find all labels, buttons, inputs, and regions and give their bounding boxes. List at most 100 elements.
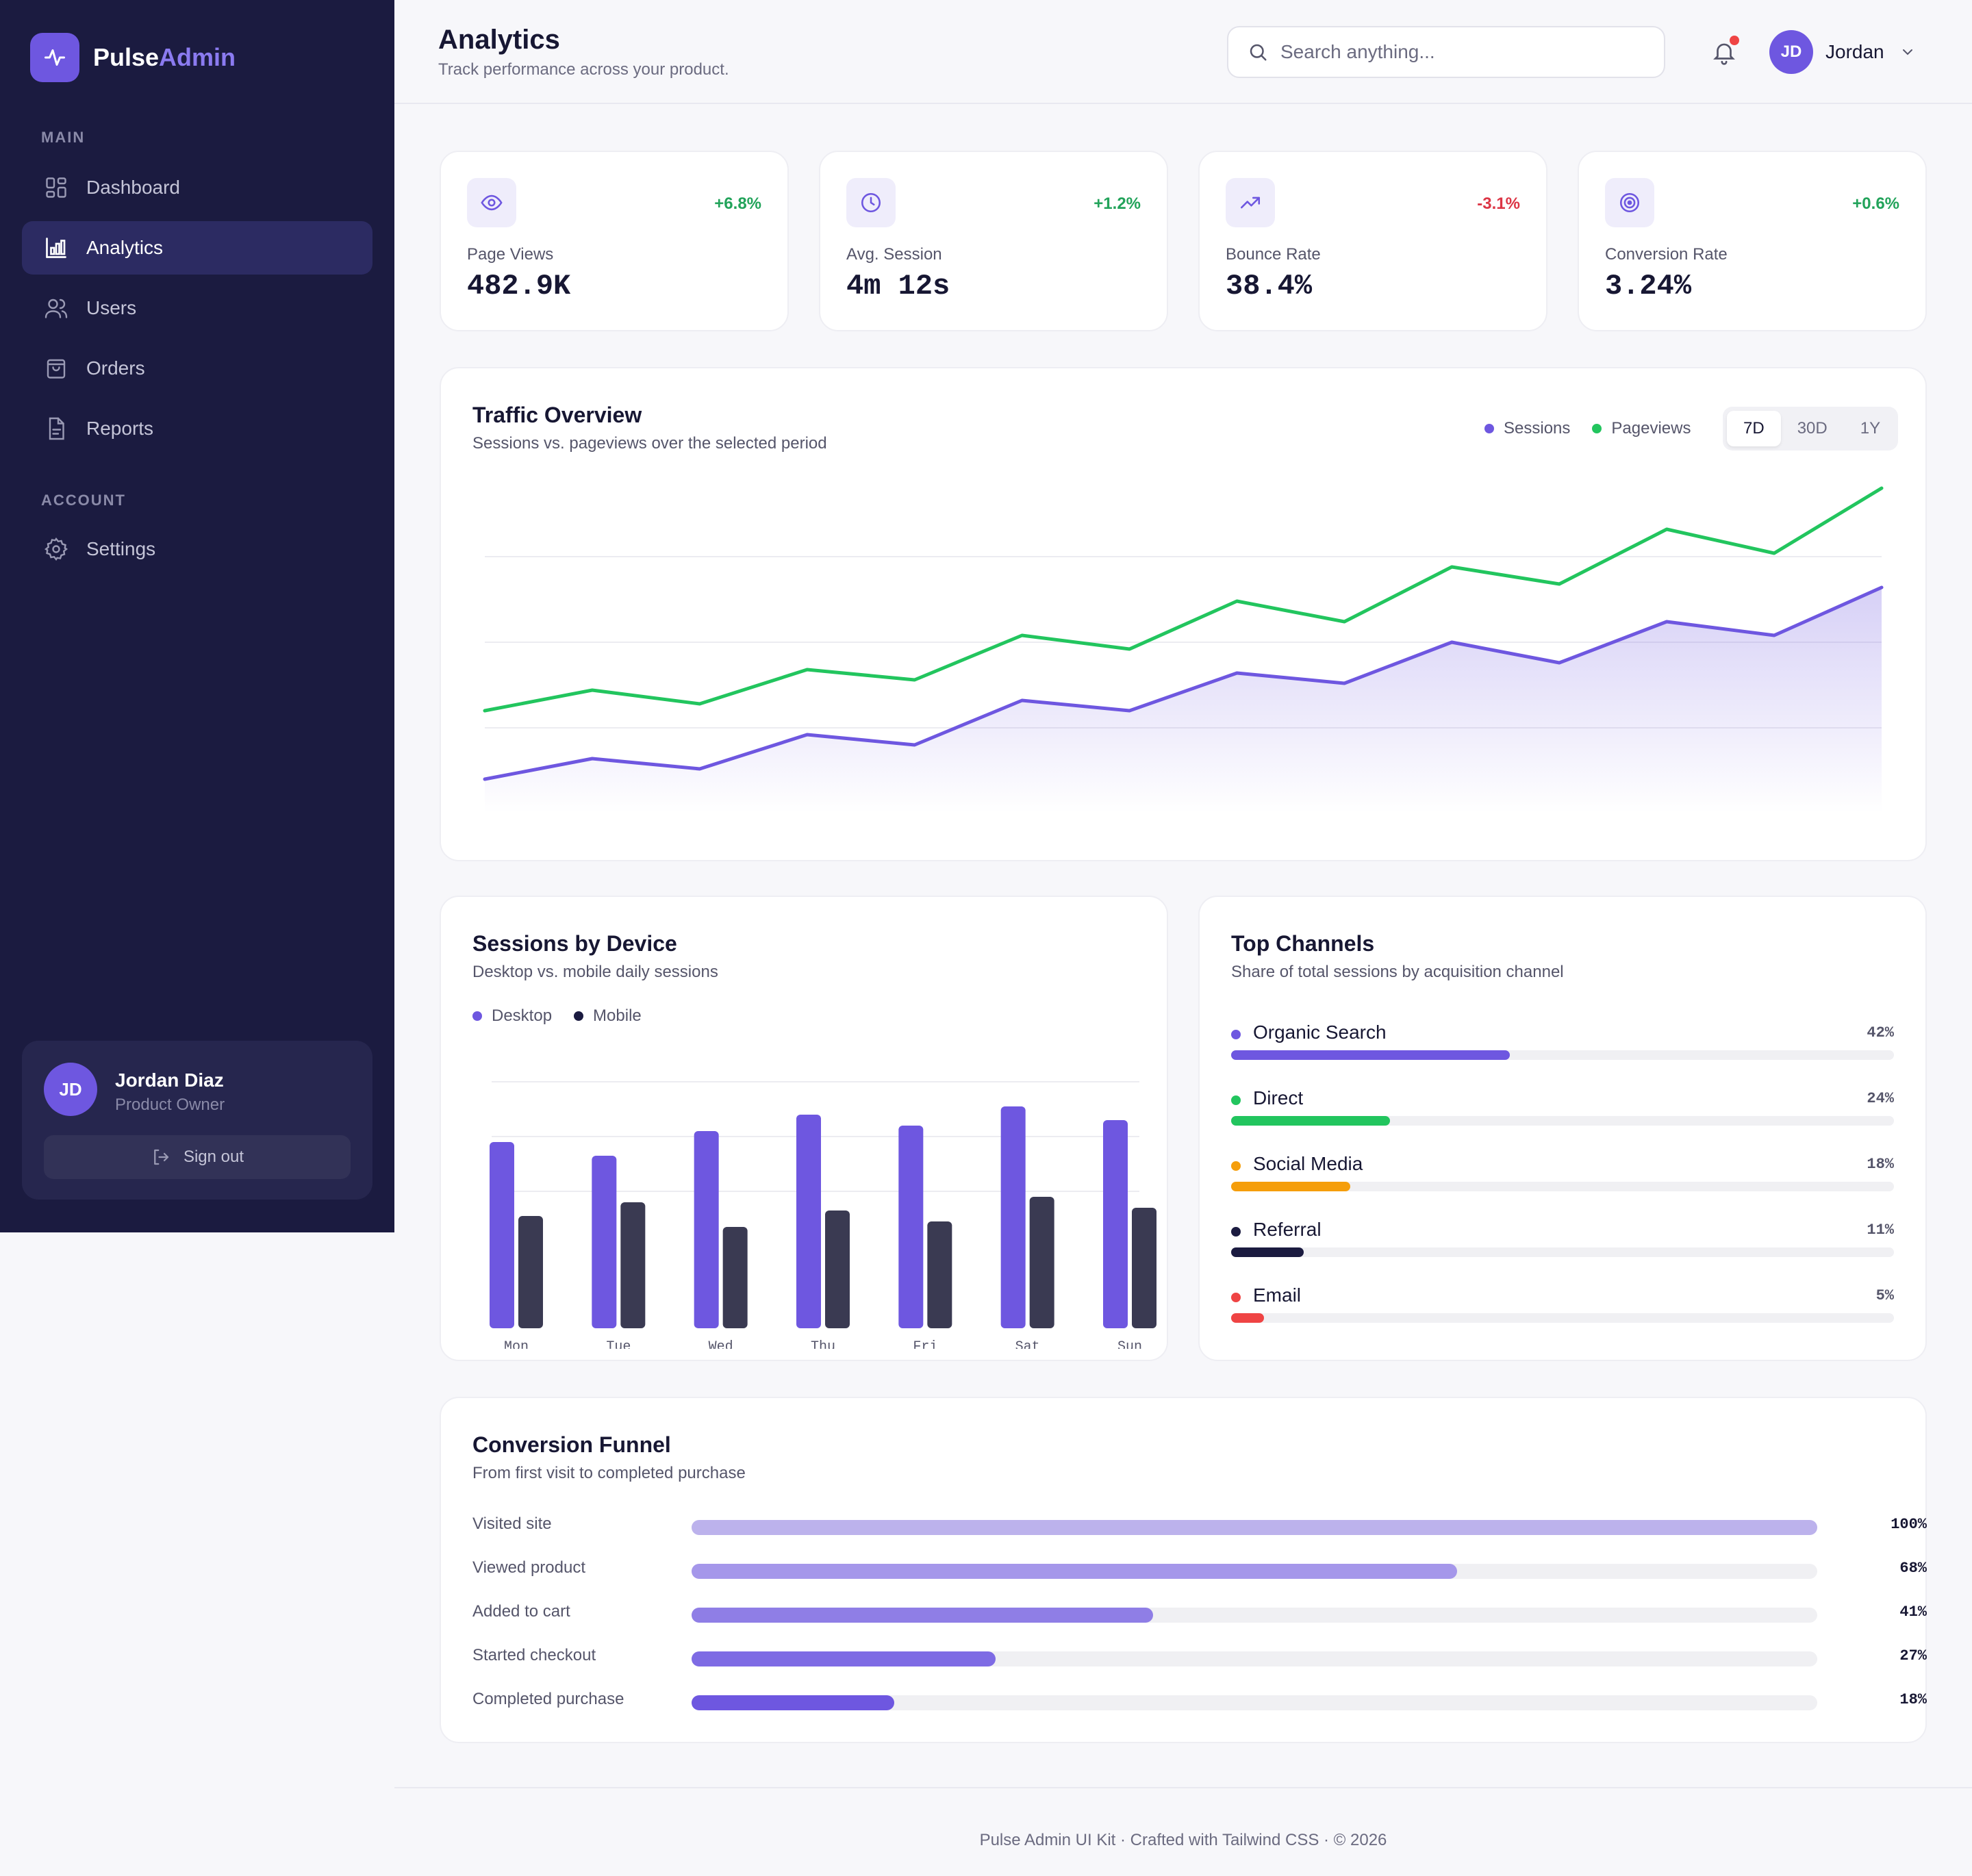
legend-label: Pageviews — [1611, 419, 1691, 438]
footer-text: Pulse Admin UI Kit · Crafted with Tailwi… — [979, 1831, 1387, 1849]
funnel-track — [692, 1695, 1817, 1710]
funnel-fill — [692, 1564, 1457, 1579]
chevron-down-icon — [1902, 49, 1912, 55]
top-channels-card: Top Channels Share of total sessions by … — [1198, 896, 1927, 1361]
bar-mobile — [1132, 1208, 1156, 1328]
user-card: JD Jordan Diaz Product Owner Sign out — [22, 1041, 372, 1200]
funnel-row: Visited site 100% — [472, 1512, 1927, 1539]
range-7d-button[interactable]: 7D — [1727, 411, 1781, 446]
channel-progress-fill — [1231, 1247, 1304, 1257]
card-subtitle: Desktop vs. mobile daily sessions — [472, 963, 718, 981]
funnel-percent: 100% — [1891, 1516, 1927, 1533]
shopping-bag-icon — [42, 355, 70, 382]
series-line-pageviews — [483, 486, 1884, 713]
kpi-card-bounce-rate: -3.1% Bounce Rate 38.4% — [1198, 151, 1547, 331]
user-name: Jordan Diaz — [115, 1069, 224, 1091]
sidebar-item-label: Reports — [86, 418, 154, 439]
trending-up-icon — [1226, 178, 1275, 227]
funnel-track — [692, 1564, 1817, 1579]
sidebar-item-label: Orders — [86, 357, 145, 379]
sidebar-item-reports[interactable]: Reports — [22, 402, 372, 455]
range-1y-button[interactable]: 1Y — [1860, 419, 1881, 438]
sign-out-button[interactable]: Sign out — [44, 1135, 351, 1179]
bar-desktop — [796, 1115, 821, 1328]
notification-dot — [1730, 36, 1739, 45]
card-title: Sessions by Device — [472, 931, 677, 956]
top-header: Analytics Track performance across your … — [394, 0, 1972, 104]
kpi-value: 4m 12s — [846, 270, 950, 303]
kpi-value: 482.9K — [467, 270, 571, 303]
funnel-fill — [692, 1520, 1817, 1535]
funnel-row: Started checkout 27% — [472, 1643, 1927, 1671]
logout-icon — [154, 1149, 169, 1165]
sessions-area — [485, 587, 1882, 813]
sidebar-item-dashboard[interactable]: Dashboard — [22, 161, 372, 214]
kpi-label: Conversion Rate — [1605, 245, 1728, 264]
data-point — [1773, 553, 1775, 554]
sidebar-item-users[interactable]: Users — [22, 281, 372, 335]
channel-percent: 24% — [1867, 1090, 1894, 1107]
gear-icon — [42, 535, 70, 563]
funnel-fill — [692, 1608, 1154, 1623]
funnel-percent: 18% — [1899, 1691, 1927, 1708]
channel-progress-fill — [1231, 1313, 1265, 1323]
card-title: Top Channels — [1231, 931, 1375, 956]
x-tick-label: Mon — [504, 1339, 529, 1349]
device-bar-chart: Mon Tue Wed Thu Fri Sat Sun — [490, 1081, 1156, 1349]
funnel-percent: 68% — [1899, 1560, 1927, 1577]
sidebar-item-label: Analytics — [86, 237, 164, 258]
channel-dot — [1231, 1293, 1241, 1302]
data-point — [914, 744, 915, 746]
profile-menu[interactable]: JD Jordan — [1769, 29, 1916, 75]
bar-desktop — [1000, 1106, 1026, 1328]
bar-mobile — [518, 1216, 543, 1328]
channel-progress-track — [1231, 1050, 1894, 1060]
bar-desktop — [490, 1142, 514, 1328]
data-point — [699, 768, 700, 770]
bell-icon — [1713, 43, 1735, 65]
sidebar-item-settings[interactable]: Settings — [22, 522, 372, 576]
avatar[interactable]: JD — [44, 1063, 97, 1116]
channel-dot — [1231, 1030, 1241, 1039]
kpi-card-page-views: +6.8% Page Views 482.9K — [440, 151, 789, 331]
kpi-label: Bounce Rate — [1226, 245, 1321, 264]
channel-progress-fill — [1231, 1116, 1391, 1126]
kpi-delta: -3.1% — [1477, 194, 1520, 213]
funnel-row: Added to cart 41% — [472, 1599, 1927, 1627]
footer: Pulse Admin UI Kit · Crafted with Tailwi… — [394, 1787, 1972, 1876]
legend-label: Mobile — [593, 1006, 642, 1025]
profile-name: Jordan — [1825, 41, 1884, 62]
range-30d-button[interactable]: 30D — [1797, 419, 1828, 438]
data-point — [914, 679, 915, 681]
funnel-fill — [692, 1695, 894, 1710]
channel-progress-track — [1231, 1182, 1894, 1191]
kpi-value: 3.24% — [1605, 270, 1692, 303]
legend-label: Desktop — [492, 1006, 553, 1025]
channel-progress-track — [1231, 1313, 1894, 1323]
sidebar-item-analytics[interactable]: Analytics — [22, 221, 372, 275]
card-title: Conversion Funnel — [472, 1432, 671, 1457]
kpi-delta: +1.2% — [1094, 194, 1141, 213]
grid-icon — [42, 174, 70, 201]
channel-name: Direct — [1253, 1087, 1304, 1108]
channel-row: Organic Search 42% — [1231, 1020, 1894, 1075]
channel-progress-track — [1231, 1116, 1894, 1126]
search-box[interactable] — [1227, 26, 1665, 78]
channel-row: Referral 11% — [1231, 1217, 1894, 1272]
notifications-button[interactable] — [1708, 36, 1741, 68]
card-title: Traffic Overview — [472, 403, 642, 427]
legend-item-mobile: Mobile — [574, 1006, 642, 1026]
x-tick-label: Thu — [811, 1339, 835, 1349]
brand[interactable]: PulseAdmin — [30, 33, 236, 82]
funnel-row: Completed purchase 18% — [472, 1687, 1927, 1714]
sessions-by-device-card: Sessions by Device Desktop vs. mobile da… — [440, 896, 1168, 1361]
funnel-track — [692, 1520, 1817, 1535]
pulse-logo-icon — [30, 33, 79, 82]
search-input[interactable] — [1280, 41, 1650, 63]
user-role: Product Owner — [115, 1095, 225, 1114]
bar-mobile — [927, 1221, 952, 1328]
avatar: JD — [1769, 30, 1813, 74]
channel-dot — [1231, 1161, 1241, 1171]
channel-percent: 42% — [1867, 1024, 1894, 1041]
sidebar-item-orders[interactable]: Orders — [22, 342, 372, 395]
